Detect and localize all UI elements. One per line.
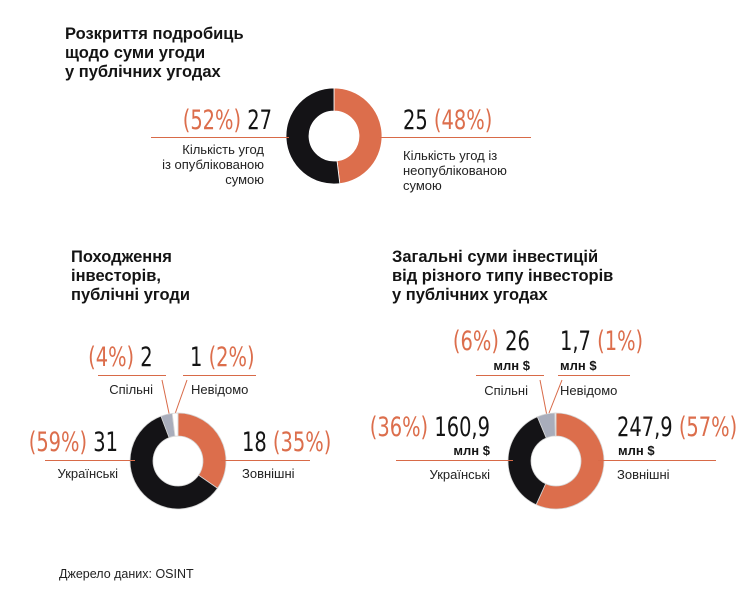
chart-3-ukrainian-rule (396, 460, 513, 461)
chart-2-foreign-rule (221, 460, 310, 461)
donut-slice (171, 412, 179, 437)
chart-3-joint-rule (476, 375, 544, 376)
chart-1-published-label: Кількість угод із опублікованою сумою (162, 142, 264, 187)
chart-3-foreign-percent: (57%) (678, 412, 738, 443)
chart-3-ukrainian-unit: млн $ (453, 443, 490, 458)
chart-3-joint-value-label: (6%) 26 (453, 327, 530, 357)
chart-2-joint-rule (98, 375, 166, 376)
chart-2-joint-label: Спільні (109, 382, 153, 397)
source-note: Джерело даних: OSINT (59, 567, 194, 581)
chart-3-foreign-rule (598, 460, 716, 461)
chart-2-foreign-value-label: 18 (35%) (242, 428, 331, 458)
chart-2-unknown-value-label: 1 (2%) (190, 343, 255, 373)
chart-1-unpublished-percent: (48%) (433, 105, 493, 136)
chart-3-foreign-label: Зовнішні (617, 467, 670, 482)
chart-2-ukrainian-percent: (59%) (28, 427, 88, 458)
chart-2-ukrainian-value: 31 (93, 427, 118, 458)
donut-slice (285, 87, 341, 185)
chart-3-unknown-rule (558, 375, 630, 376)
donut-slice (535, 412, 605, 510)
chart-3-unknown-value: 1,7 (560, 326, 591, 357)
chart-3-joint-value: 26 (505, 326, 530, 357)
chart-2-ukrainian-value-label: (59%) 31 (29, 428, 118, 458)
chart-1-unpublished-label: Кількість угод із неопублікованою сумою (403, 148, 507, 193)
chart-2-joint-value-label: (4%) 2 (88, 343, 153, 373)
chart-3-foreign-value: 247,9 (617, 412, 673, 443)
donut-slice (333, 87, 383, 185)
chart-1-published-value-label: (52%) 27 (183, 106, 272, 136)
chart-1-unpublished-rule (380, 137, 531, 138)
chart-1-published-rule (151, 137, 289, 138)
chart-3-ukrainian-value-label: (36%) 160,9 (370, 413, 490, 443)
chart-3-joint-percent: (6%) (453, 326, 500, 357)
chart-2-donut (129, 412, 227, 510)
chart-2-foreign-percent: (35%) (272, 427, 332, 458)
chart-2-title: Походження інвесторів, публічні угоди (71, 248, 191, 304)
chart-2-foreign-label: Зовнішні (242, 466, 295, 481)
chart-1-donut (285, 87, 383, 185)
chart-2-joint-value: 2 (140, 342, 153, 373)
chart-3-title: Загальні суми інвестицій від різного тип… (392, 248, 614, 304)
chart-2-joint-percent: (4%) (88, 342, 135, 373)
chart-2-unknown-label: Невідомо (191, 382, 249, 397)
chart-3-foreign-unit: млн $ (618, 443, 655, 458)
chart-3-donut (507, 412, 605, 510)
chart-2-ukrainian-label: Українські (57, 466, 118, 481)
chart-3-unknown-percent: (1%) (597, 326, 644, 357)
donut-slice (129, 415, 219, 510)
chart-3-foreign-value-label: 247,9 (57%) (617, 413, 737, 443)
chart-3-joint-unit: млн $ (493, 358, 530, 373)
chart-3-unknown-label: Невідомо (560, 383, 618, 398)
chart-3-unknown-value-label: 1,7 (1%) (560, 327, 643, 357)
chart-2-unknown-value: 1 (190, 342, 203, 373)
donut-slice (507, 416, 547, 506)
chart-3-unknown-unit: млн $ (560, 358, 597, 373)
chart-2-unknown-rule (183, 375, 256, 376)
chart-1-published-value: 27 (247, 105, 272, 136)
chart-1-unpublished-value-label: 25 (48%) (403, 106, 492, 136)
donut-slice (554, 412, 557, 437)
chart-3-ukrainian-label: Українські (429, 467, 490, 482)
chart-3-ukrainian-percent: (36%) (369, 412, 429, 443)
chart-3-joint-label: Спільні (484, 383, 528, 398)
donut-slice (177, 412, 227, 489)
chart-2-foreign-value: 18 (242, 427, 267, 458)
chart-3-ukrainian-value: 160,9 (434, 412, 490, 443)
chart-1-unpublished-value: 25 (403, 105, 428, 136)
chart-2-unknown-percent: (2%) (208, 342, 255, 373)
chart-2-ukrainian-rule (45, 460, 135, 461)
chart-1-published-percent: (52%) (182, 105, 242, 136)
chart-1-title: Розкриття подробиць щодо суми угоди у пу… (65, 25, 244, 81)
